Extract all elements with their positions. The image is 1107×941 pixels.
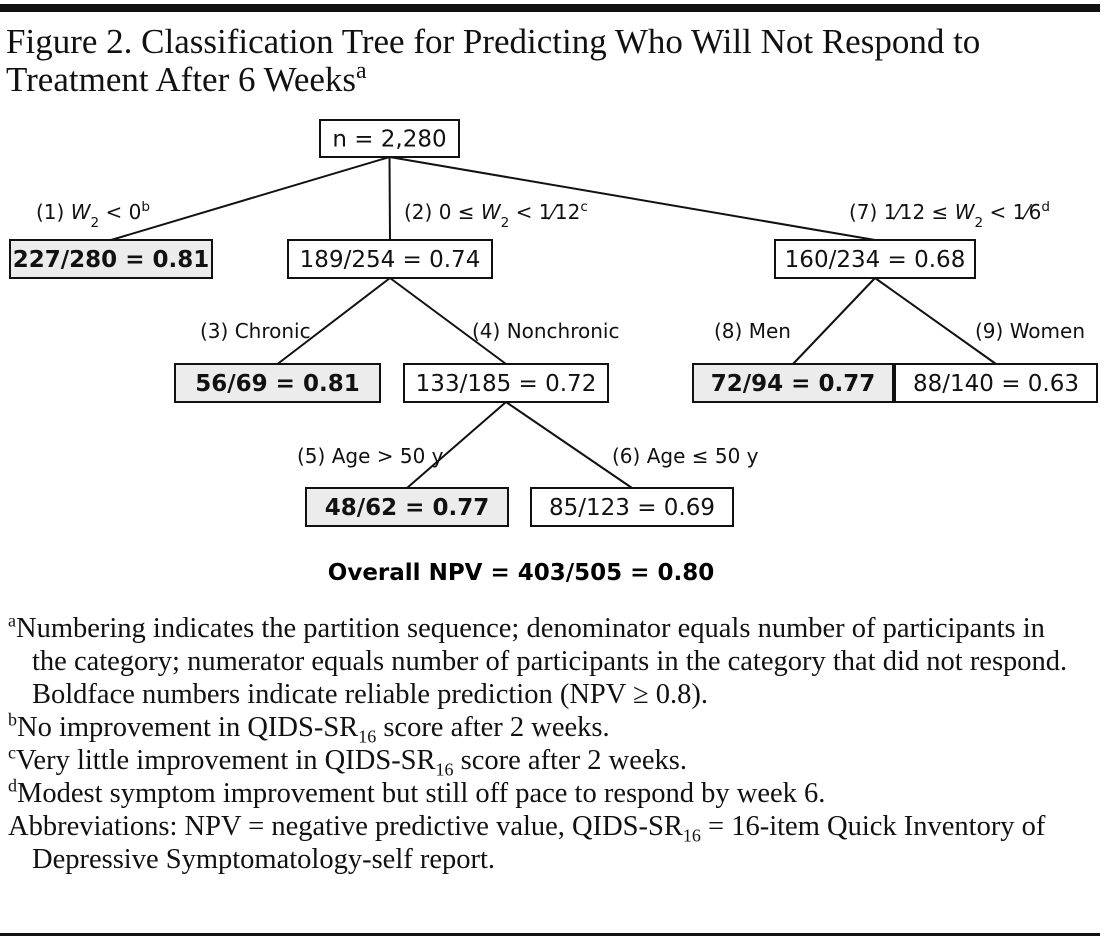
edge-label: (3) Chronic — [200, 319, 311, 343]
node-box — [287, 239, 493, 279]
node-box — [9, 239, 213, 279]
node-box — [305, 487, 509, 527]
footnote: cVery little improvement in QIDS-SR16 sc… — [8, 742, 1068, 780]
text-segment: (1) — [36, 200, 71, 224]
node-label: 133/185 = 0.72 — [416, 371, 597, 397]
edge-line — [874, 277, 997, 365]
footnote: bNo improvement in QIDS-SR16 score after… — [8, 709, 1068, 747]
node-label: 189/254 = 0.74 — [300, 247, 481, 273]
edge-line — [388, 156, 391, 241]
footnotes: aNumbering indicates the partition seque… — [8, 612, 1068, 876]
text-segment: score after 2 weeks. — [453, 745, 687, 776]
top-rule — [0, 4, 1100, 12]
text-segment: < 0 — [99, 200, 141, 224]
node-label: 88/140 = 0.63 — [913, 371, 1079, 397]
text-segment: a — [356, 58, 367, 84]
edge-line — [110, 156, 390, 241]
node-box — [894, 363, 1098, 403]
node-box — [530, 487, 734, 527]
edge-label: (7) 1⁄12 ≤ W2 < 1⁄6d — [849, 199, 1050, 231]
node-box — [403, 363, 609, 403]
edge-label: (8) Men — [714, 319, 791, 343]
text-segment: Figure 2. Classification Tree for Predic… — [6, 22, 980, 61]
text-segment: (7) 1⁄12 ≤ — [849, 200, 955, 224]
edge-line — [505, 401, 633, 489]
edge-label: (6) Age ≤ 50 y — [612, 444, 759, 468]
text-segment: (2) 0 ≤ — [404, 200, 481, 224]
node-label: n = 2,280 — [332, 127, 446, 153]
text-segment: < 1⁄12 — [509, 200, 580, 224]
edge-line — [276, 277, 391, 365]
text-segment: W — [955, 200, 976, 224]
text-segment: Treatment After 6 Weeks — [6, 60, 356, 99]
text-segment: (8) Men — [714, 319, 791, 343]
text-segment: b — [141, 199, 150, 215]
text-segment: 16 — [435, 759, 454, 780]
text-segment: Numbering indicates the partition sequen… — [16, 613, 1068, 710]
edge-line — [389, 156, 876, 241]
node-label: 160/234 = 0.68 — [785, 247, 966, 273]
text-segment: (4) Nonchronic — [472, 319, 619, 343]
edge-label: (2) 0 ≤ W2 < 1⁄12c — [404, 199, 588, 231]
text-segment: Abbreviations: NPV = negative predictive… — [8, 811, 683, 842]
title-line: Treatment After 6 Weeksa — [6, 58, 367, 99]
text-segment: Very little improvement in QIDS-SR — [16, 745, 436, 776]
text-segment: W — [481, 200, 502, 224]
node-box — [174, 363, 381, 403]
title-line: Figure 2. Classification Tree for Predic… — [6, 22, 980, 61]
text-segment: 2 — [974, 215, 983, 231]
footnote: Abbreviations: NPV = negative predictive… — [8, 810, 1068, 876]
bottom-rule — [0, 933, 1100, 936]
edge-label: (1) W2 < 0b — [36, 199, 150, 231]
node-box — [774, 239, 976, 279]
text-segment: b — [8, 709, 17, 730]
edge-line — [389, 277, 507, 365]
edge-label: (4) Nonchronic — [472, 319, 619, 343]
node-label: 48/62 = 0.77 — [325, 495, 489, 521]
text-segment: (5) Age > 50 y — [297, 444, 444, 468]
text-segment: c — [8, 742, 16, 763]
text-segment: Modest symptom improvement but still off… — [17, 778, 826, 809]
node-label: 56/69 = 0.81 — [195, 371, 359, 397]
text-segment: 16 — [682, 825, 701, 846]
node-label: 85/123 = 0.69 — [549, 495, 715, 521]
edge-line — [792, 277, 876, 365]
text-segment: d — [1041, 199, 1050, 215]
node-box — [692, 363, 894, 403]
node-label: 227/280 = 0.81 — [13, 247, 209, 273]
footnote: aNumbering indicates the partition seque… — [8, 612, 1068, 711]
footnote: dModest symptom improvement but still of… — [8, 777, 1068, 810]
text-segment: (6) Age ≤ 50 y — [612, 444, 759, 468]
text-segment: c — [580, 199, 587, 215]
node-box — [319, 119, 460, 158]
edge-label: (9) Women — [975, 319, 1085, 343]
edge-label: (5) Age > 50 y — [297, 444, 444, 468]
text-segment: score after 2 weeks. — [376, 712, 610, 743]
text-segment: W — [71, 200, 92, 224]
text-segment: d — [8, 775, 17, 796]
text-segment: 16 — [358, 726, 377, 747]
edge-line — [406, 401, 507, 489]
overall-npv: Overall NPV = 403/505 = 0.80 — [328, 560, 714, 586]
text-segment: a — [8, 610, 16, 631]
text-segment: (9) Women — [975, 319, 1085, 343]
text-segment: = 16-item Quick Inventory of Depressive … — [32, 811, 1046, 875]
text-segment: < 1⁄6 — [983, 200, 1041, 224]
node-label: 72/94 = 0.77 — [711, 371, 875, 397]
text-segment: (3) Chronic — [200, 319, 311, 343]
text-segment: 2 — [90, 215, 99, 231]
text-segment: No improvement in QIDS-SR — [17, 712, 359, 743]
text-segment: 2 — [501, 215, 510, 231]
